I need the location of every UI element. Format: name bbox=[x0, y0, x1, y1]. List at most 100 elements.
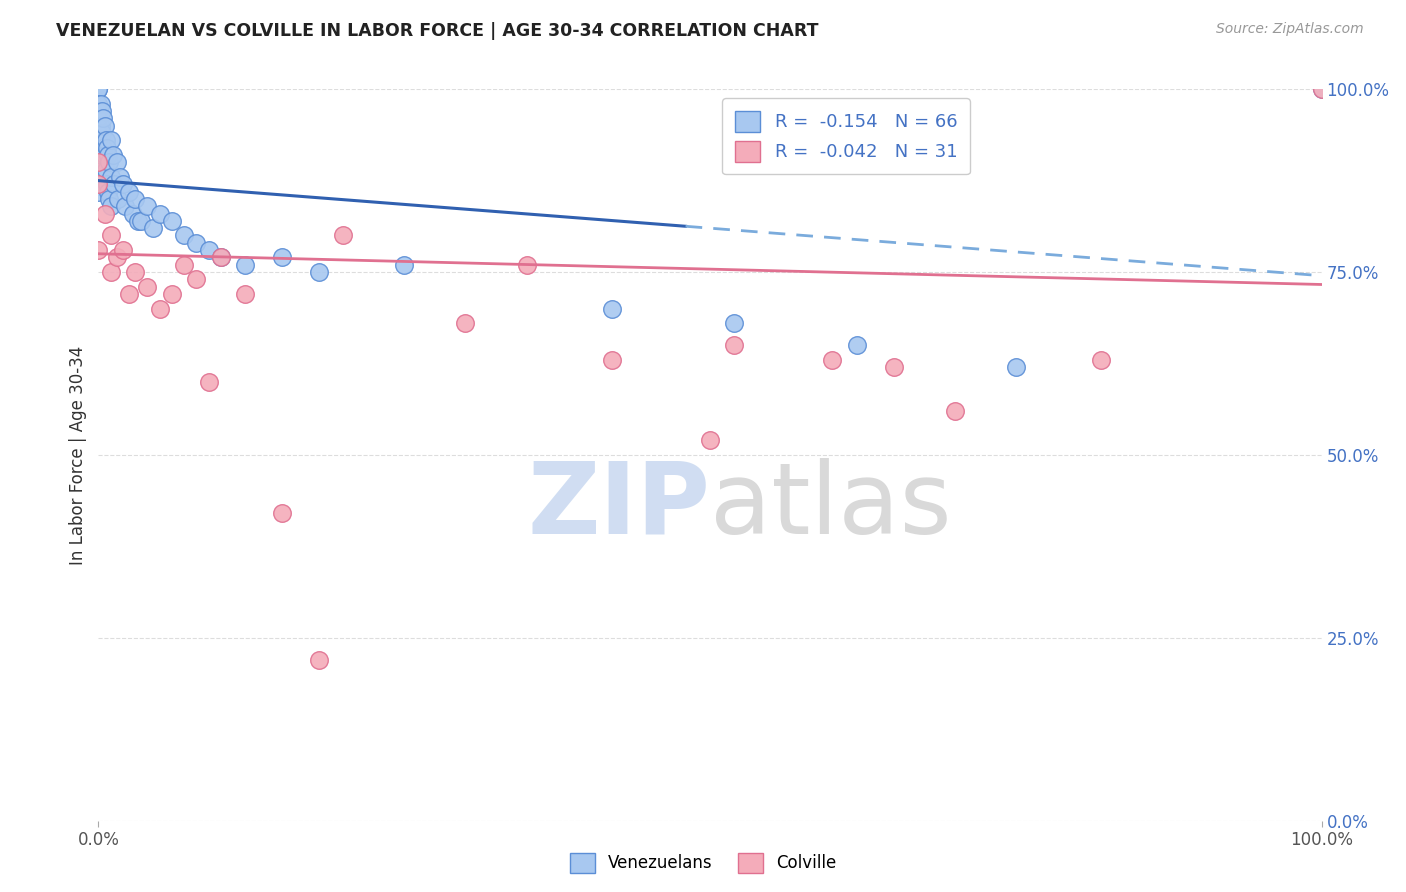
Point bbox=[100, 133, 122, 147]
Point bbox=[1310, 82, 1333, 96]
Point bbox=[1310, 82, 1333, 96]
Point bbox=[723, 316, 745, 330]
Point bbox=[97, 148, 120, 162]
Point bbox=[87, 155, 110, 169]
Point bbox=[87, 178, 110, 192]
Point bbox=[87, 82, 110, 96]
Legend: Venezuelans, Colville: Venezuelans, Colville bbox=[562, 847, 844, 880]
Point bbox=[87, 148, 110, 162]
Point bbox=[87, 141, 110, 155]
Point bbox=[723, 338, 745, 352]
Point bbox=[124, 192, 146, 206]
Point bbox=[91, 148, 114, 162]
Point bbox=[90, 96, 112, 111]
Point bbox=[160, 287, 183, 301]
Point bbox=[186, 272, 208, 286]
Point bbox=[111, 178, 134, 192]
Point bbox=[100, 169, 122, 184]
Point bbox=[94, 162, 117, 177]
Point bbox=[87, 169, 110, 184]
Point bbox=[87, 104, 110, 119]
Point bbox=[91, 141, 114, 155]
Point bbox=[392, 258, 416, 272]
Point bbox=[91, 126, 114, 140]
Point bbox=[1004, 360, 1026, 375]
Point bbox=[332, 228, 354, 243]
Point bbox=[87, 119, 110, 133]
Point bbox=[209, 251, 232, 265]
Point bbox=[270, 507, 294, 521]
Point bbox=[454, 316, 477, 330]
Point bbox=[233, 258, 256, 272]
Point bbox=[87, 96, 110, 111]
Point bbox=[100, 228, 122, 243]
Point bbox=[1090, 352, 1112, 367]
Point bbox=[136, 199, 159, 213]
Text: Source: ZipAtlas.com: Source: ZipAtlas.com bbox=[1216, 22, 1364, 37]
Point bbox=[127, 214, 149, 228]
Point bbox=[110, 169, 132, 184]
Point bbox=[87, 162, 110, 177]
Point bbox=[124, 265, 146, 279]
Point bbox=[173, 258, 195, 272]
Point bbox=[515, 258, 537, 272]
Point bbox=[105, 251, 128, 265]
Point bbox=[142, 221, 165, 235]
Point bbox=[699, 434, 721, 448]
Point bbox=[91, 169, 114, 184]
Point bbox=[96, 178, 118, 192]
Point bbox=[149, 301, 172, 316]
Point bbox=[87, 112, 110, 126]
Point bbox=[136, 279, 159, 293]
Point bbox=[87, 82, 110, 96]
Point bbox=[821, 352, 844, 367]
Point bbox=[101, 148, 124, 162]
Point bbox=[87, 155, 110, 169]
Point bbox=[121, 206, 143, 220]
Point bbox=[93, 169, 115, 184]
Point bbox=[308, 265, 330, 279]
Text: atlas: atlas bbox=[710, 458, 952, 555]
Point bbox=[308, 653, 330, 667]
Point bbox=[197, 375, 219, 389]
Point bbox=[209, 251, 232, 265]
Point bbox=[100, 265, 122, 279]
Point bbox=[94, 133, 117, 147]
Point bbox=[118, 185, 141, 199]
Point bbox=[87, 243, 110, 257]
Point bbox=[943, 404, 966, 418]
Point bbox=[149, 206, 172, 220]
Point bbox=[111, 243, 134, 257]
Point bbox=[270, 251, 294, 265]
Text: VENEZUELAN VS COLVILLE IN LABOR FORCE | AGE 30-34 CORRELATION CHART: VENEZUELAN VS COLVILLE IN LABOR FORCE | … bbox=[56, 22, 818, 40]
Point bbox=[129, 214, 152, 228]
Point bbox=[105, 155, 128, 169]
Y-axis label: In Labor Force | Age 30-34: In Labor Force | Age 30-34 bbox=[69, 345, 87, 565]
Point bbox=[114, 199, 136, 213]
Point bbox=[96, 141, 118, 155]
Point bbox=[93, 119, 115, 133]
Point bbox=[233, 287, 256, 301]
Point bbox=[98, 192, 121, 206]
Point bbox=[160, 214, 183, 228]
Point bbox=[93, 148, 115, 162]
Point bbox=[103, 178, 125, 192]
Point bbox=[100, 199, 122, 213]
Point bbox=[600, 301, 623, 316]
Point bbox=[91, 112, 114, 126]
Point bbox=[91, 104, 114, 119]
Legend: R =  -0.154   N = 66, R =  -0.042   N = 31: R = -0.154 N = 66, R = -0.042 N = 31 bbox=[723, 98, 970, 174]
Point bbox=[93, 206, 115, 220]
Point bbox=[118, 287, 141, 301]
Point bbox=[87, 133, 110, 147]
Point bbox=[97, 185, 120, 199]
Point bbox=[98, 155, 121, 169]
Point bbox=[87, 178, 110, 192]
Point bbox=[883, 360, 905, 375]
Point bbox=[197, 243, 219, 257]
Point bbox=[186, 235, 208, 250]
Point bbox=[845, 338, 868, 352]
Point bbox=[600, 352, 623, 367]
Text: ZIP: ZIP bbox=[527, 458, 710, 555]
Point bbox=[90, 119, 112, 133]
